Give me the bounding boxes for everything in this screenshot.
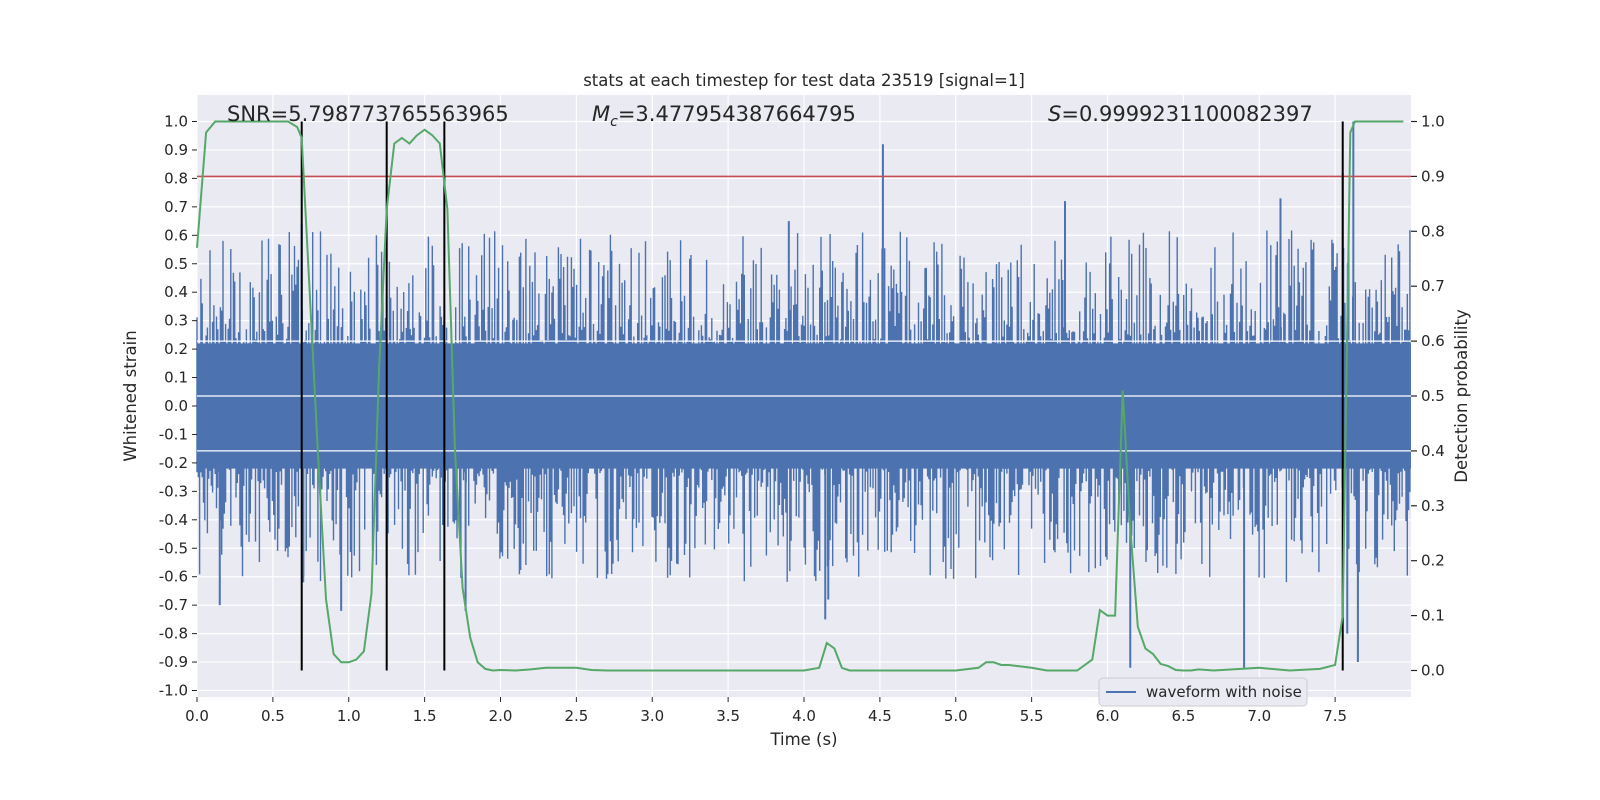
y-tick-label: 0.0	[164, 397, 188, 415]
s-symbol: S	[1048, 102, 1061, 126]
y-tick-label: 0.6	[164, 226, 188, 244]
y-right-tick-label: 0.4	[1421, 442, 1445, 460]
snr-annotation: SNR=5.798773765563965	[227, 102, 509, 126]
x-tick-label: 0.0	[185, 707, 209, 725]
y-right-tick-label: 0.6	[1421, 332, 1445, 350]
x-tick-label: 1.0	[337, 707, 361, 725]
y-tick-label: 0.8	[164, 169, 188, 187]
y-tick-label: 0.3	[164, 312, 188, 330]
probability-line	[196, 120, 1404, 672]
legend-label-waveform: waveform with noise	[1146, 683, 1302, 701]
x-tick-label: 6.0	[1096, 707, 1120, 725]
y-right-tick-label: 0.9	[1421, 167, 1445, 185]
y-tick-label: -0.8	[159, 625, 188, 643]
s-value: =0.9999231100082397	[1061, 102, 1312, 126]
y-axis-label: Whitened strain	[121, 330, 140, 461]
y-tick-label: 0.5	[164, 255, 188, 273]
y-tick-label: -0.2	[159, 454, 188, 472]
chirp-mass-subscript: c	[610, 114, 618, 130]
tick-labels: 0.0 0.5 1.0 1.5 2.0 2.5 3.0 3.5 4.0 4.5 5.0 5.5 6.0 6…	[159, 113, 1445, 726]
x-tick-label: 3.0	[640, 707, 664, 725]
x-tick-label: 3.5	[716, 707, 740, 725]
x-tick-label: 7.0	[1247, 707, 1271, 725]
x-tick-label: 5.0	[944, 707, 968, 725]
x-tick-label: 2.0	[489, 707, 513, 725]
x-tick-label: 4.5	[868, 707, 892, 725]
y-tick-label: 1.0	[164, 113, 188, 131]
y-tick-label: 0.4	[164, 283, 188, 301]
y-right-tick-label: 0.8	[1421, 222, 1445, 240]
y-tick-label: -0.9	[159, 653, 188, 671]
y-tick-label: -0.5	[159, 539, 188, 557]
overlay-lines	[196, 120, 1411, 672]
y-right-tick-label: 0.2	[1421, 552, 1445, 570]
x-tick-label: 2.5	[564, 707, 588, 725]
x-tick-label: 7.5	[1323, 707, 1347, 725]
waveform-series	[196, 121, 1411, 668]
x-tick-label: 5.5	[1020, 707, 1044, 725]
y-tick-label: -0.6	[159, 568, 188, 586]
s-annotation: S=0.9999231100082397	[1048, 102, 1313, 126]
y-axis-label-right: Detection probability	[1452, 309, 1471, 483]
chirp-mass-symbol: M	[592, 102, 610, 126]
y-right-tick-label: 0.5	[1421, 387, 1445, 405]
y-tick-label: -0.1	[159, 425, 188, 443]
chirp-mass-value: =3.477954387664795	[618, 102, 856, 126]
y-tick-label: 0.1	[164, 369, 188, 387]
y-right-tick-label: 0.7	[1421, 277, 1445, 295]
y-right-tick-label: 0.3	[1421, 497, 1445, 515]
chirp-mass-annotation: Mc=3.477954387664795	[592, 102, 856, 130]
x-tick-label: 4.0	[792, 707, 816, 725]
y-tick-label: 0.2	[164, 340, 188, 358]
y-tick-label: -1.0	[159, 682, 188, 700]
chart-title: stats at each timestep for test data 235…	[583, 71, 1025, 90]
y-tick-label: -0.7	[159, 596, 188, 614]
y-right-tick-label: 1.0	[1421, 113, 1445, 131]
y-tick-label: -0.3	[159, 482, 188, 500]
legend-box	[1098, 677, 1308, 707]
legend: waveform with noise	[1098, 677, 1308, 707]
x-tick-label: 0.5	[261, 707, 285, 725]
x-axis-label: Time (s)	[769, 730, 837, 749]
x-tick-label: 6.5	[1171, 707, 1195, 725]
x-tick-label: 1.5	[413, 707, 437, 725]
y-right-tick-label: 0.0	[1421, 662, 1445, 680]
y-tick-label: 0.7	[164, 198, 188, 216]
y-tick-label: 0.9	[164, 141, 188, 159]
y-tick-label: -0.4	[159, 511, 188, 529]
y-right-tick-label: 0.1	[1421, 607, 1445, 625]
